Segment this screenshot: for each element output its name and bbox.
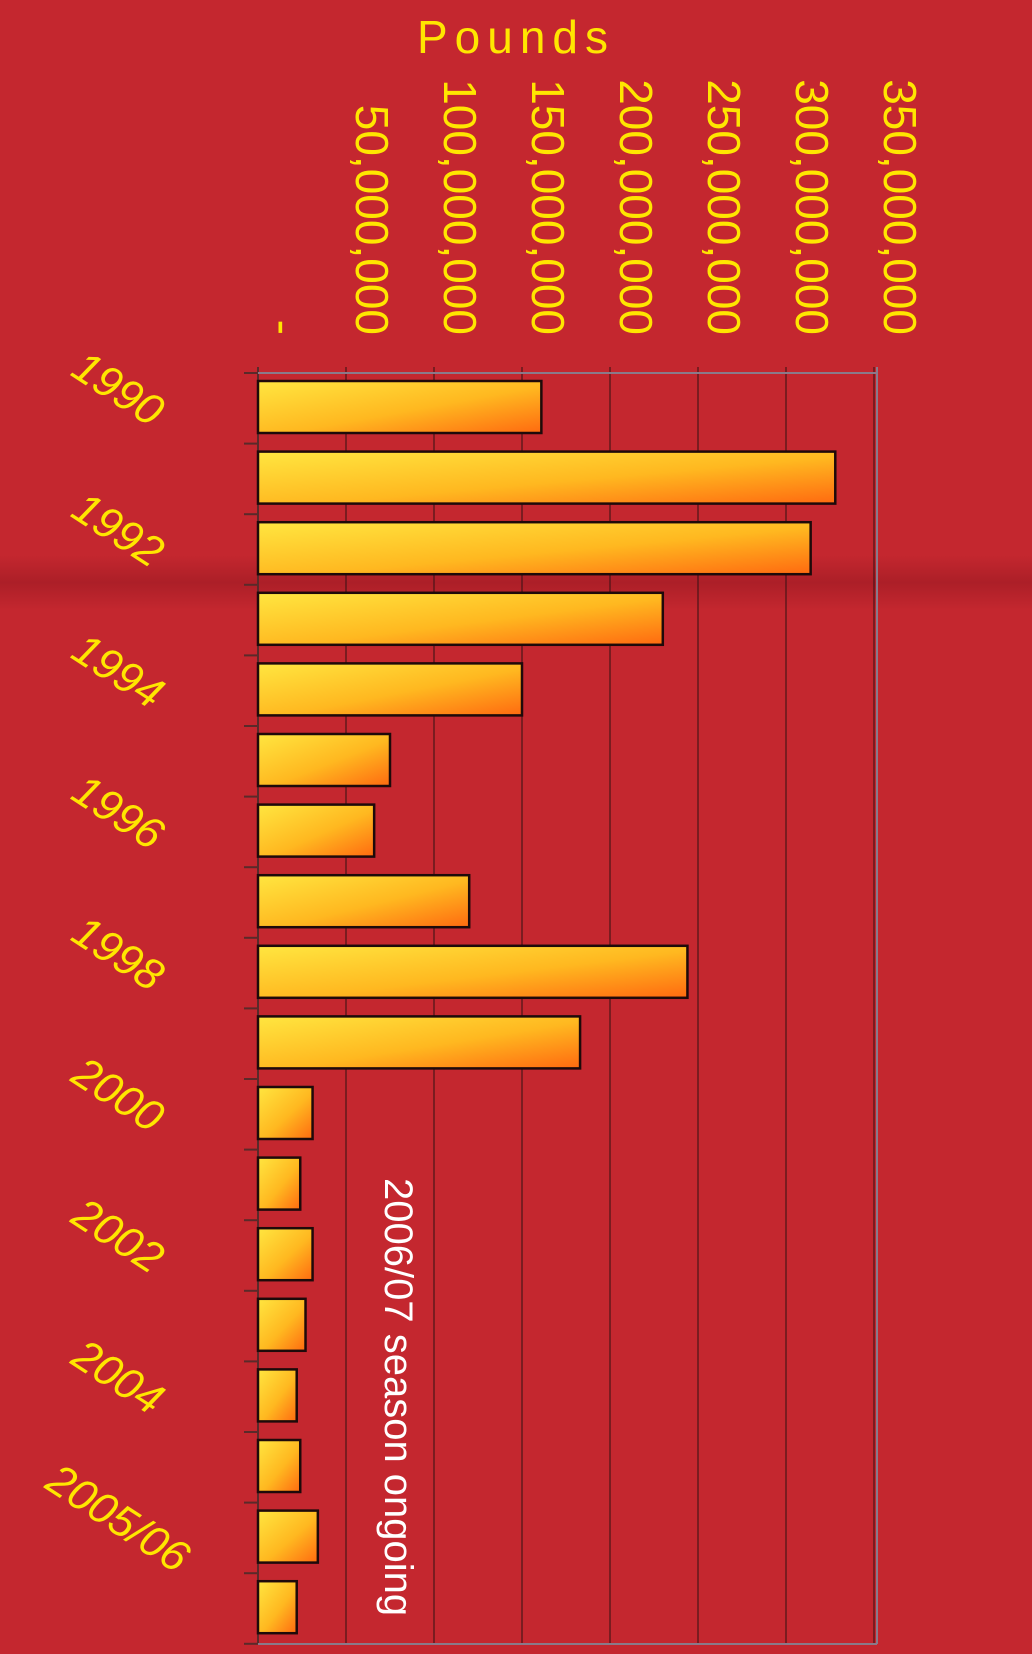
bar xyxy=(256,520,812,576)
bar xyxy=(256,1368,298,1423)
value-tick-label: 350,000,000 xyxy=(874,79,926,335)
value-tick-label: - xyxy=(258,320,310,335)
category-label: 1990 xyxy=(64,342,173,437)
bar xyxy=(256,1579,298,1635)
plot-frame xyxy=(244,367,878,1645)
value-tick-label: 200,000,000 xyxy=(610,79,662,335)
value-tick-label: 50,000,000 xyxy=(346,105,398,335)
category-labels: 1990 1992 1994 1996 1998 2000 2002 2004 2005/06 xyxy=(37,342,198,1583)
bar xyxy=(256,379,543,435)
bar xyxy=(256,1085,314,1141)
bar xyxy=(256,1226,314,1282)
category-label: 2000 xyxy=(63,1047,173,1142)
axis-title: Pounds xyxy=(416,11,615,63)
value-tick-labels: - 50,000,000 100,000,000 150,000,000 200,000… xyxy=(258,79,926,335)
category-label: 2005/06 xyxy=(37,1454,198,1583)
bar xyxy=(256,1438,302,1494)
bar xyxy=(256,732,392,788)
bar xyxy=(256,450,837,505)
value-tick-label: 100,000,000 xyxy=(434,79,486,335)
bar xyxy=(256,944,689,1000)
category-label: 1994 xyxy=(64,624,173,718)
bar xyxy=(256,591,665,647)
bar xyxy=(256,1015,582,1070)
season-ongoing-annotation: 2006/07 season ongoing xyxy=(376,1178,420,1616)
bar xyxy=(256,873,471,929)
bar xyxy=(256,803,376,858)
category-label: 2002 xyxy=(63,1188,173,1283)
category-label: 2004 xyxy=(63,1329,173,1424)
value-tick-label: 300,000,000 xyxy=(786,79,838,335)
bars xyxy=(256,379,837,1635)
gridlines xyxy=(345,367,875,1644)
value-tick-label: 150,000,000 xyxy=(522,79,574,335)
bar xyxy=(256,1297,307,1353)
value-tick-label: 250,000,000 xyxy=(698,79,750,335)
bar xyxy=(256,662,524,717)
category-label: 1998 xyxy=(64,906,173,1001)
category-label: 1996 xyxy=(64,765,173,860)
category-label: 1992 xyxy=(64,483,173,577)
bar xyxy=(256,1156,302,1211)
bar xyxy=(256,1509,320,1564)
